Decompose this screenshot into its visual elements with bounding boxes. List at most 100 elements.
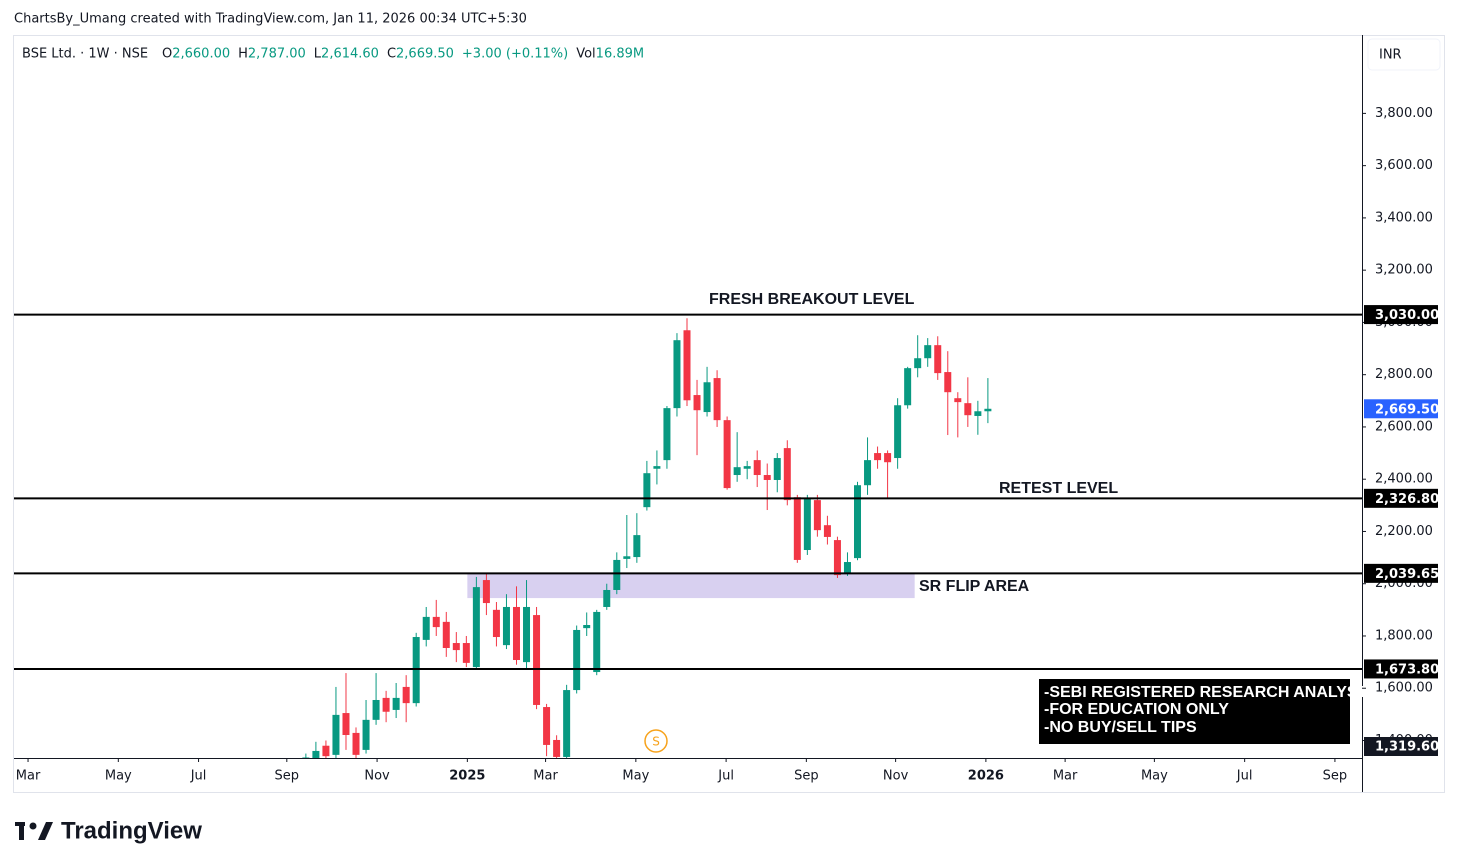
candle-body <box>613 559 621 590</box>
y-tick-label: 3,800.00 <box>1375 106 1433 121</box>
candle-body <box>864 460 872 486</box>
candle-body <box>372 699 380 720</box>
x-tick-label: Mar <box>533 769 558 784</box>
ohlc-item: O <box>162 47 172 62</box>
x-tick-label: Nov <box>883 769 909 784</box>
candle-body <box>492 609 500 638</box>
candle-body <box>934 345 942 374</box>
candle-body <box>633 535 641 558</box>
y-tick-label: 2,400.00 <box>1375 472 1433 487</box>
y-tick-label: 2,800.00 <box>1375 367 1433 382</box>
y-tick-label: 3,600.00 <box>1375 158 1433 173</box>
x-tick-label: Jul <box>1236 769 1253 784</box>
candle-body <box>362 719 370 750</box>
level-label: 2,326.80 <box>1375 492 1439 507</box>
candle-body <box>693 395 701 411</box>
price-axis: 1,400.001,600.001,800.002,000.002,200.00… <box>1362 106 1433 748</box>
sr-zone <box>467 573 915 599</box>
ohlc-item: Vol <box>576 47 595 62</box>
candle-body <box>964 403 972 416</box>
candle-body <box>472 587 480 668</box>
frame <box>13 35 1445 793</box>
candle-body <box>723 420 731 489</box>
candle-body <box>924 345 932 359</box>
candle-body <box>783 448 791 501</box>
symbol: BSE Ltd. · 1W · NSE <box>22 47 148 62</box>
low-label: 1,319.60 <box>1375 740 1439 755</box>
x-tick-label: 2025 <box>449 769 485 784</box>
annotation: FRESH BREAKOUT LEVEL <box>709 291 915 308</box>
disclaimer: -FOR EDUCATION ONLY <box>1044 701 1229 718</box>
plot <box>302 318 992 758</box>
level-label-box <box>1364 488 1438 508</box>
x-tick-label: Sep <box>275 769 300 784</box>
y-tick-label: 3,400.00 <box>1375 210 1433 225</box>
x-tick-label: Nov <box>364 769 390 784</box>
candle-body <box>874 453 882 461</box>
x-tick-label: May <box>622 769 649 784</box>
annotation: RETEST LEVEL <box>999 480 1118 497</box>
x-tick-label: Sep <box>794 769 819 784</box>
level-label: 1,673.80 <box>1375 662 1439 677</box>
ohlc-item: +3.00 (+0.11%) <box>462 47 568 62</box>
candle-body <box>603 589 611 607</box>
credit: ChartsBy_Umang created with TradingView.… <box>14 12 527 27</box>
candle-body <box>753 460 761 476</box>
ohlc-item: 2,614.60 <box>321 47 379 62</box>
candle-body <box>412 637 420 704</box>
candle-body <box>583 625 591 629</box>
last-price-label: 2,669.50 <box>1375 402 1439 417</box>
logo-text: TradingView <box>61 817 202 844</box>
x-tick-label: May <box>105 769 132 784</box>
candle-body <box>593 611 601 673</box>
candle-body <box>703 382 711 413</box>
candle-body <box>854 485 862 559</box>
disclaimer-box <box>1039 679 1350 744</box>
candle-body <box>623 556 631 559</box>
candle-body <box>823 525 831 537</box>
level-label: 3,030.00 <box>1375 308 1439 323</box>
candle-body <box>904 368 912 406</box>
dividend-marker[interactable] <box>644 729 668 753</box>
candle-body <box>773 458 781 480</box>
x-tick-label: Mar <box>1053 769 1078 784</box>
candle-body <box>974 411 982 416</box>
candle-body <box>502 606 510 646</box>
x-tick-label: Jul <box>717 769 734 784</box>
candle-body <box>352 732 360 755</box>
candle-body <box>573 629 581 691</box>
candle-body <box>543 707 551 745</box>
level-label-box <box>1364 659 1438 679</box>
candle-body <box>332 714 340 755</box>
candle-body <box>382 697 390 712</box>
candle-body <box>462 643 470 663</box>
y-tick-label: 2,600.00 <box>1375 419 1433 434</box>
x-tick-label: Mar <box>16 769 41 784</box>
candle-body <box>833 540 841 576</box>
candle-body <box>984 408 992 412</box>
candle-body <box>302 757 310 758</box>
candle-body <box>482 580 490 604</box>
candle-body <box>523 606 531 663</box>
level-label-box <box>1364 563 1438 583</box>
annotation: SR FLIP AREA <box>919 578 1030 595</box>
candle-body <box>533 615 541 705</box>
candle-body <box>763 475 771 480</box>
y-tick-label: 1,600.00 <box>1375 681 1433 696</box>
candle-body <box>954 398 962 403</box>
candle-body <box>422 616 430 640</box>
dividend-marker-label[interactable]: S <box>652 735 660 749</box>
x-tick-label: 2026 <box>968 769 1004 784</box>
candle-body <box>683 330 691 401</box>
ohlc-item: 2,669.50 <box>396 47 454 62</box>
candle-body <box>843 562 851 574</box>
disclaimer: -SEBI REGISTERED RESEARCH ANALYST <box>1044 684 1368 701</box>
currency-button[interactable] <box>1367 38 1441 71</box>
candle-body <box>944 372 952 393</box>
candle-body <box>653 466 661 469</box>
currency[interactable]: INR <box>1379 48 1402 63</box>
disclaimer: -NO BUY/SELL TIPS <box>1044 719 1197 736</box>
candle-body <box>392 697 400 710</box>
candle-body <box>803 498 811 551</box>
